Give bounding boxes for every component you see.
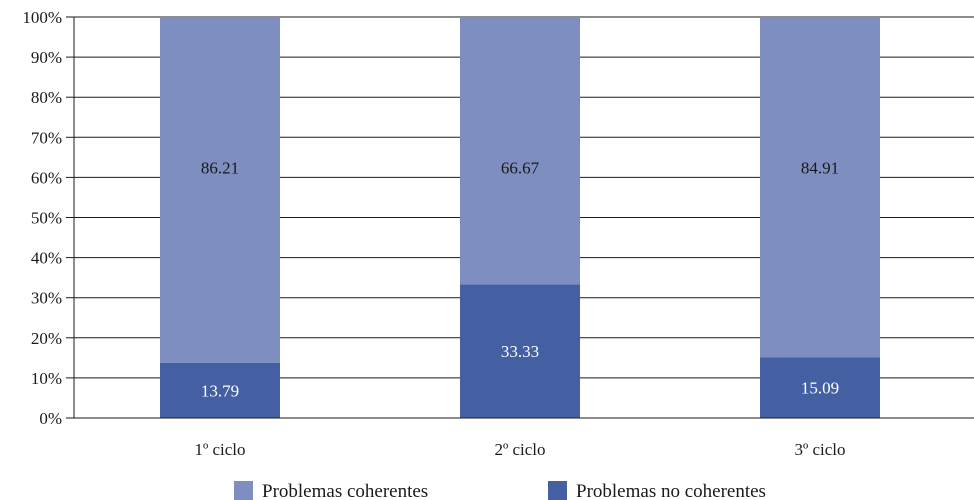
bar-segment-no-coherentes <box>760 357 880 418</box>
y-tick-label: 60% <box>31 168 62 187</box>
x-category-label: 2º ciclo <box>494 440 545 459</box>
y-tick-label: 20% <box>31 329 62 348</box>
legend-swatch <box>234 481 253 500</box>
data-label: 66.67 <box>501 158 540 177</box>
data-label: 15.09 <box>801 379 839 398</box>
y-tick-label: 90% <box>31 48 62 67</box>
y-axis: 0% 10% 20% 30% 40% 50% 60% 70% 80% 90% 100% <box>22 8 75 428</box>
y-tick-label: 40% <box>31 249 62 268</box>
legend-swatch <box>548 481 567 500</box>
data-label: 13.79 <box>201 381 239 400</box>
y-tick-label: 30% <box>31 289 62 308</box>
data-label: 86.21 <box>201 158 239 177</box>
y-tick-label: 100% <box>22 8 62 27</box>
bar-segment-coherentes <box>760 17 880 358</box>
legend-label: Problemas coherentes <box>262 481 428 500</box>
data-label: 33.33 <box>501 342 539 361</box>
y-tick-label: 10% <box>31 369 62 388</box>
legend-label: Problemas no coherentes <box>576 481 766 500</box>
x-category-label: 1º ciclo <box>194 440 245 459</box>
bar-segment-no-coherentes <box>460 284 580 418</box>
x-axis: 1º ciclo 2º ciclo 3º ciclo <box>66 417 974 459</box>
bar-segment-coherentes <box>160 17 280 363</box>
y-tick-label: 80% <box>31 88 62 107</box>
bar-segment-coherentes <box>460 17 580 285</box>
x-category-label: 3º ciclo <box>794 440 845 459</box>
data-label: 84.91 <box>801 158 839 177</box>
legend: Problemas coherentes Problemas no coheren… <box>234 481 766 500</box>
y-tick-label: 0% <box>39 409 62 428</box>
bars: 13.79 86.21 33.33 66.67 15.09 84.91 <box>160 17 880 418</box>
y-tick-label: 70% <box>31 128 62 147</box>
bar-segment-no-coherentes <box>160 362 280 418</box>
y-tick-label: 50% <box>31 209 62 228</box>
